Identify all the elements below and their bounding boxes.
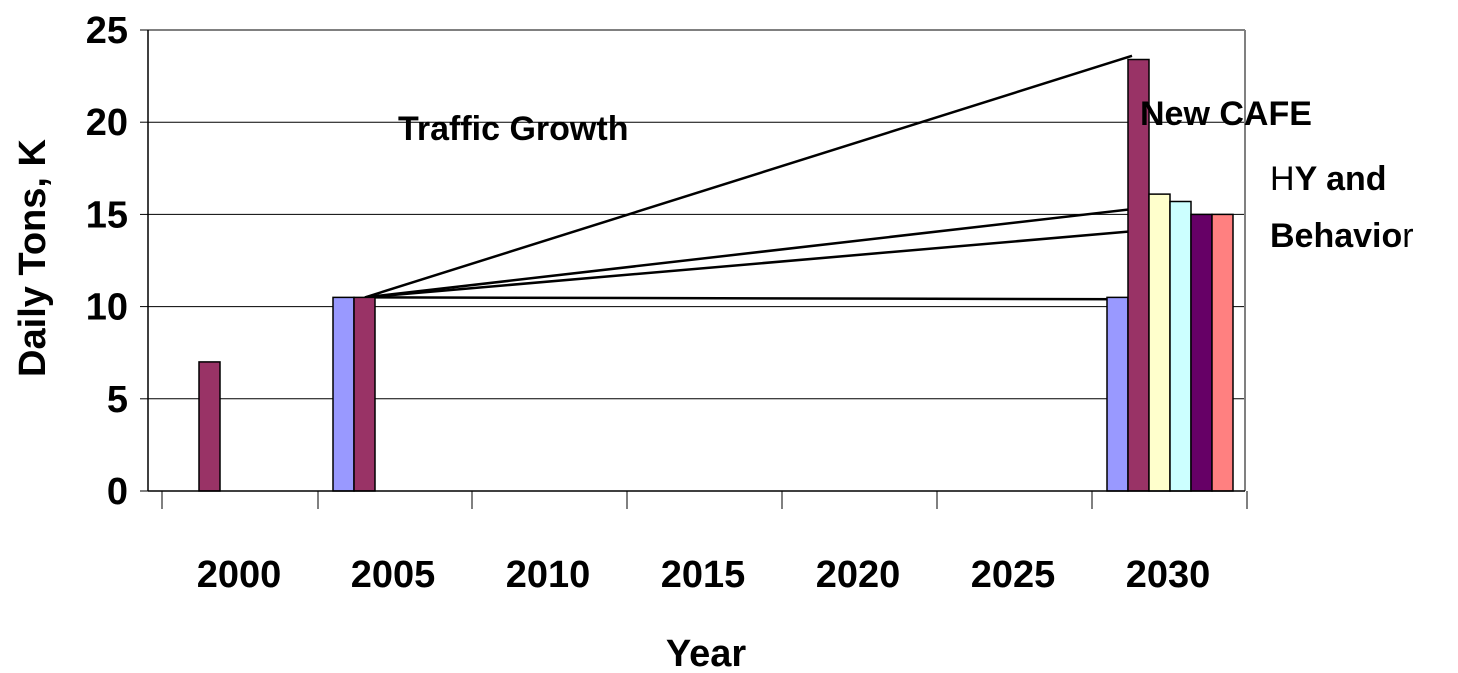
bar [1106, 296, 1129, 492]
bar [353, 296, 376, 492]
trend-lines [364, 54, 1201, 301]
x-tick-label: 2025 [971, 554, 1056, 596]
axes [140, 29, 1248, 509]
annotation-hy-and-line1: HY and [1270, 160, 1387, 198]
y-tick-label: 0 [107, 471, 128, 513]
x-tick-labels: 2000 2005 2010 2015 2020 2025 2030 [197, 554, 1211, 596]
annotation-traffic-growth: Traffic Growth [398, 110, 628, 148]
y-tick-label: 10 [86, 287, 128, 329]
y-tick-label: 15 [86, 194, 128, 236]
bar [1190, 213, 1213, 492]
annotation-behavior: Behavior [1270, 217, 1414, 255]
bar [1148, 193, 1171, 492]
trend-line [364, 203, 1167, 299]
x-axis-title: Year [666, 633, 747, 673]
annotation-behavior-suffix: r [1402, 217, 1413, 255]
bar [198, 361, 221, 492]
y-tick-label: 5 [107, 379, 128, 421]
trend-line [364, 54, 1133, 299]
y-axis-title: Daily Tons, K [12, 138, 54, 376]
x-tick-label: 2010 [506, 554, 591, 596]
bars [198, 58, 1234, 492]
trend-line [364, 224, 1201, 299]
bar [332, 296, 355, 492]
x-tick-label: 2005 [351, 554, 436, 596]
y-tick-label: 20 [86, 102, 128, 144]
y-tick-label: 25 [86, 10, 128, 52]
bar [1169, 200, 1192, 492]
y-tick-labels: 0 5 10 15 20 25 [86, 10, 128, 513]
trend-line [364, 296, 1131, 301]
annotation-new-cafe: New CAFE [1140, 95, 1312, 133]
x-tick-label: 2030 [1126, 554, 1211, 596]
annotation-hy-prefix: H [1270, 160, 1295, 198]
x-tick-label: 2015 [661, 554, 746, 596]
x-tick-label: 2000 [197, 554, 282, 596]
x-tick-label: 2020 [816, 554, 901, 596]
annotation-hy-rest: Y and [1295, 160, 1387, 198]
bar [1211, 213, 1234, 492]
annotation-behavior-main: Behavio [1270, 217, 1402, 255]
